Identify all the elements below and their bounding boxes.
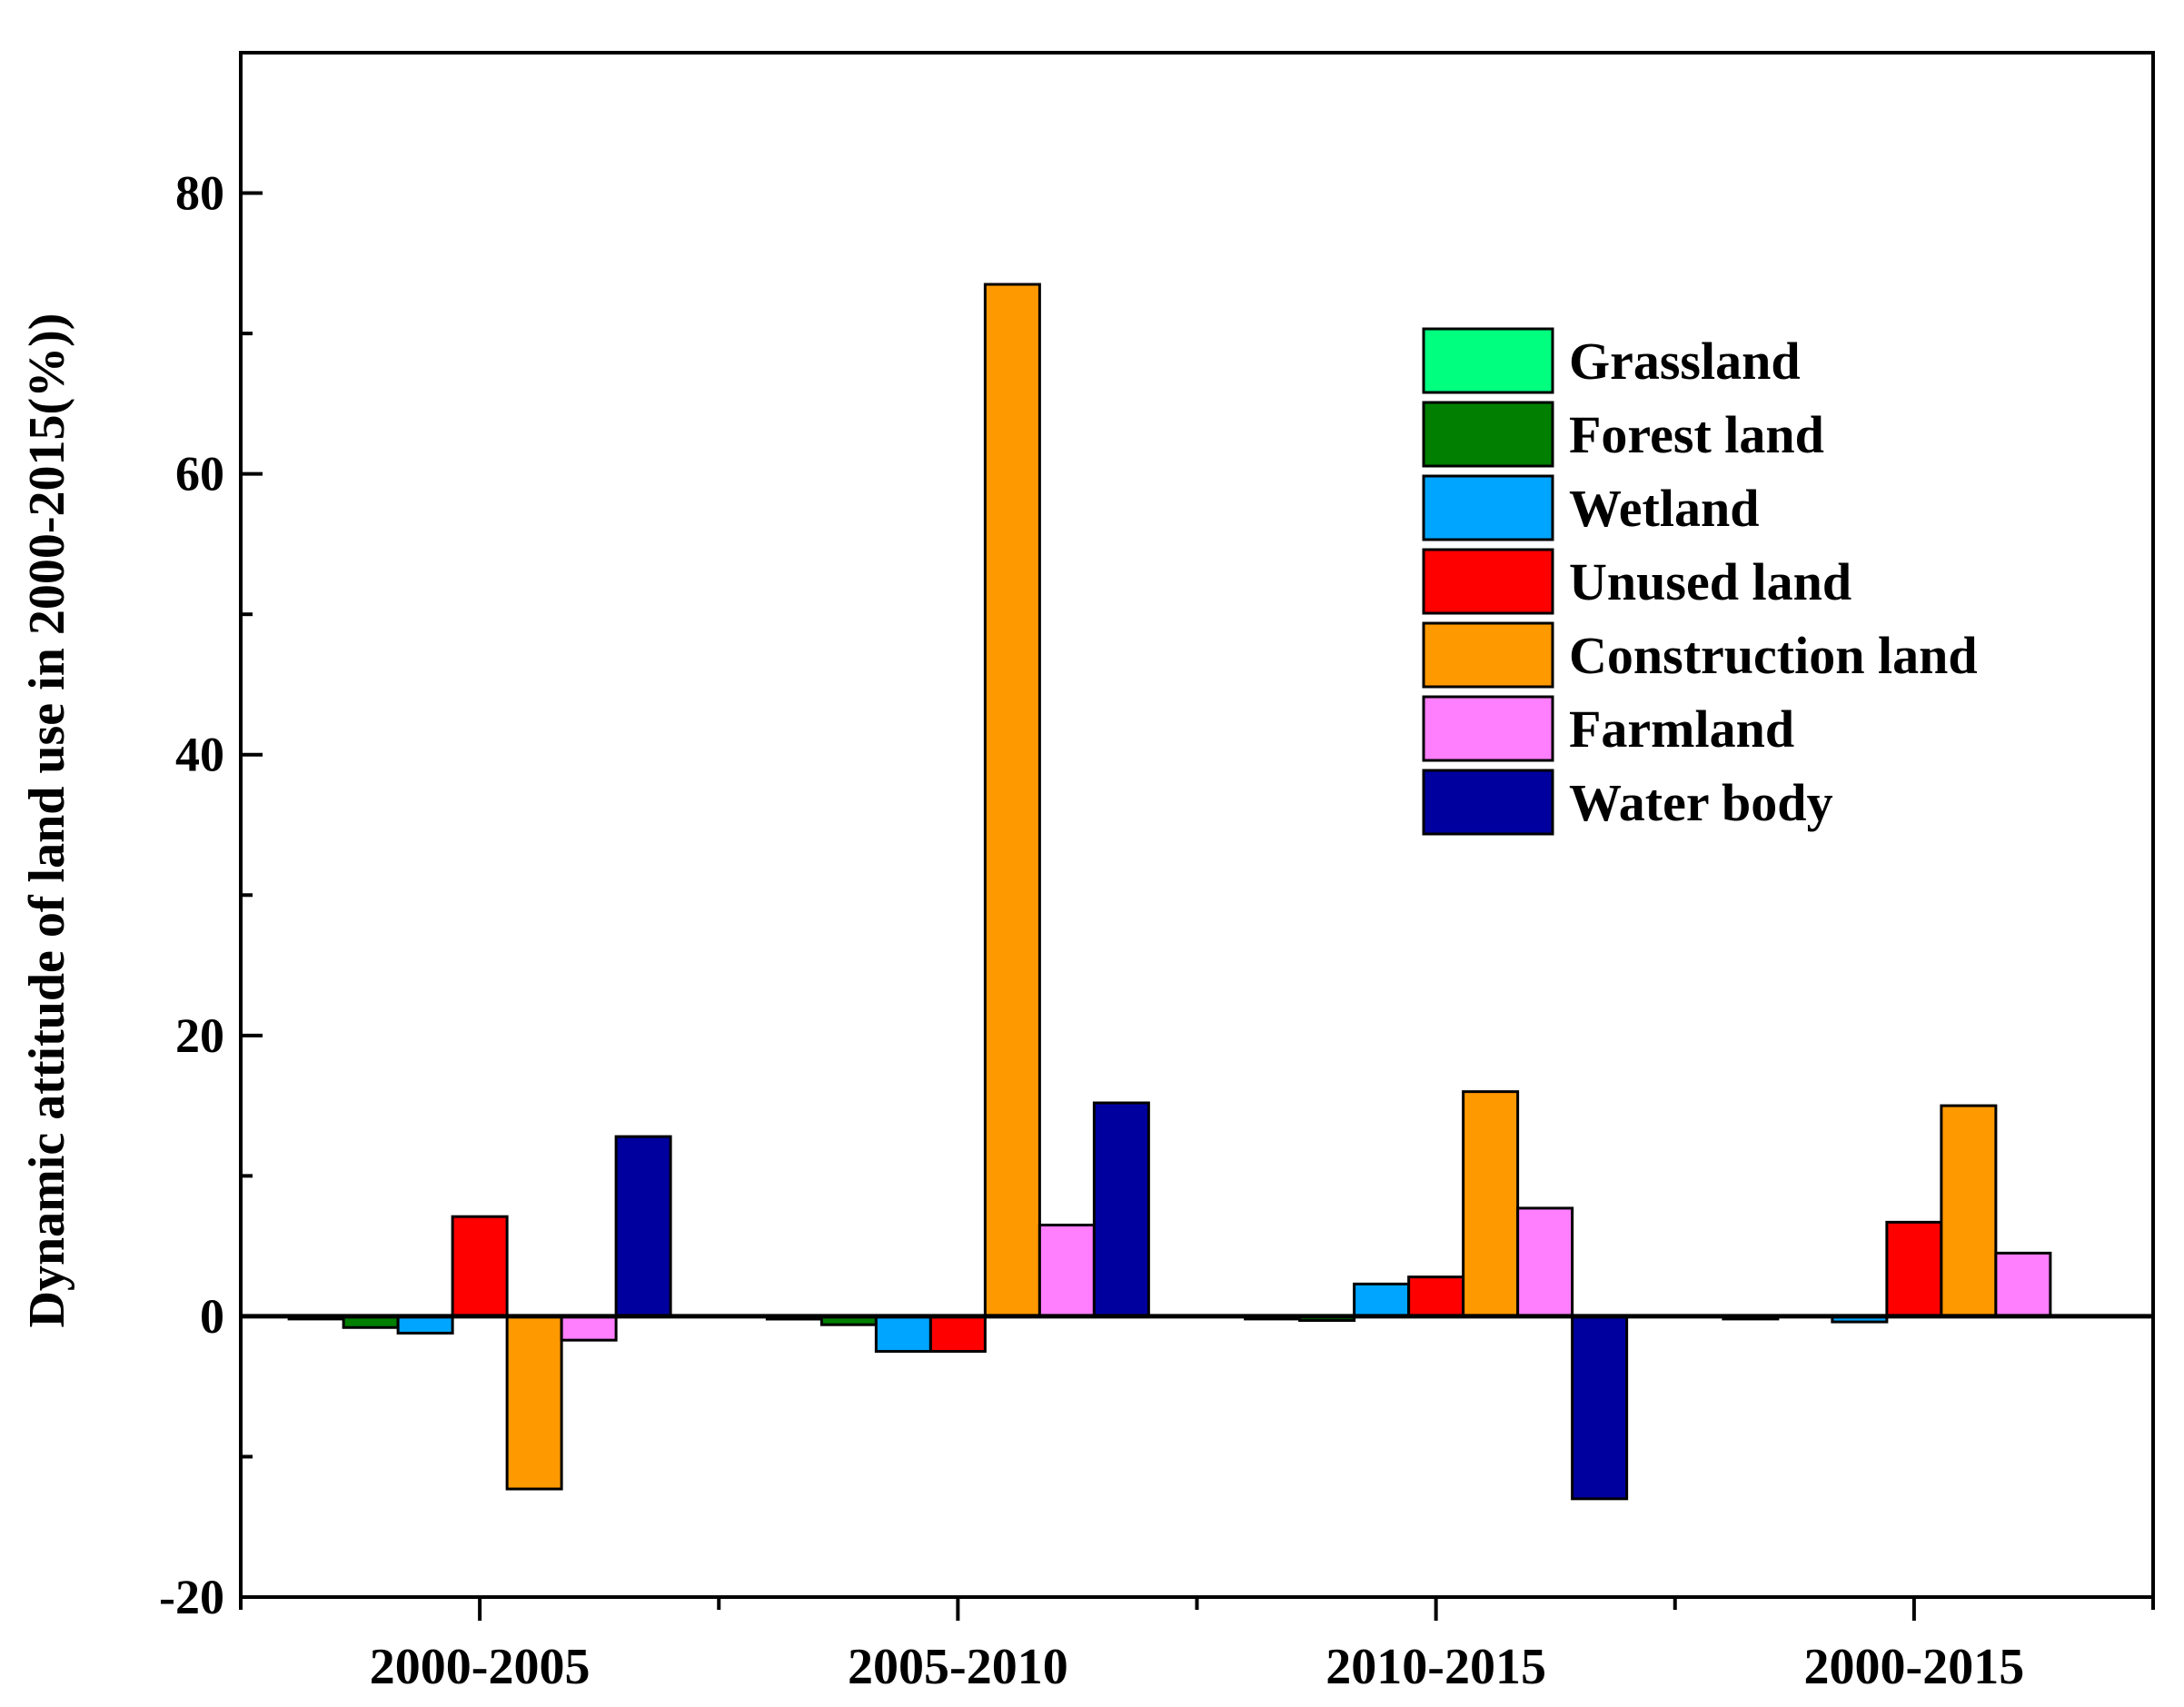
legend-label-wetland: Wetland xyxy=(1569,479,1760,538)
bar-construction-land-2000-2005 xyxy=(505,1315,563,1491)
legend-swatch-grassland xyxy=(1422,327,1554,394)
bar-unused-land-2000-2015 xyxy=(1885,1220,1943,1318)
x-tick-label: 2010-2015 xyxy=(1325,1639,1546,1695)
bars-layer xyxy=(287,283,2052,1501)
bar-wetland-2005-2010 xyxy=(874,1315,932,1354)
y-tick-label: 20 xyxy=(175,1008,224,1063)
legend-label-grassland: Grassland xyxy=(1569,332,1801,391)
legend-swatch-farmland xyxy=(1422,695,1554,762)
y-axis-title: Dynamic attitude of land use in 2000-201… xyxy=(19,313,75,1328)
bar-construction-land-2010-2015 xyxy=(1462,1090,1520,1318)
bar-water-body-2000-2005 xyxy=(614,1135,672,1318)
bar-water-body-2010-2015 xyxy=(1571,1315,1629,1501)
legend-label-construction-land: Construction land xyxy=(1569,626,1978,685)
legend-label-forest-land: Forest land xyxy=(1569,405,1824,464)
x-tick-label: 2000-2005 xyxy=(370,1639,591,1695)
bar-farmland-2010-2015 xyxy=(1516,1206,1574,1318)
y-tick-label: -20 xyxy=(159,1570,224,1624)
bar-wetland-2000-2005 xyxy=(396,1315,454,1335)
y-tick-label: 0 xyxy=(200,1289,224,1344)
bar-unused-land-2005-2010 xyxy=(928,1315,987,1354)
y-tick-label: 40 xyxy=(175,728,224,782)
bar-unused-land-2000-2005 xyxy=(451,1215,509,1318)
y-tick-label: 80 xyxy=(175,166,224,221)
bar-farmland-2005-2010 xyxy=(1037,1223,1096,1318)
y-tick-label: 60 xyxy=(175,447,224,501)
bar-wetland-2010-2015 xyxy=(1353,1282,1411,1318)
bar-construction-land-2005-2010 xyxy=(983,283,1041,1318)
x-tick-label: 2000-2015 xyxy=(1804,1639,2025,1695)
legend-label-water-body: Water body xyxy=(1569,773,1833,832)
x-axis: 2000-2005 2005-2010 2010-2015 2000-2015 xyxy=(239,1597,2155,1695)
legend-swatch-forest-land xyxy=(1422,401,1554,468)
legend-swatch-construction-land xyxy=(1422,621,1554,689)
legend-swatch-water-body xyxy=(1422,769,1554,836)
bar-farmland-2000-2015 xyxy=(1994,1251,2052,1318)
bar-construction-land-2000-2015 xyxy=(1940,1104,1998,1318)
legend: Grassland Forest land Wetland Unused land Co… xyxy=(1422,327,1978,836)
bar-water-body-2005-2010 xyxy=(1092,1101,1150,1318)
bar-unused-land-2010-2015 xyxy=(1407,1275,1465,1318)
legend-label-unused-land: Unused land xyxy=(1569,552,1851,611)
x-tick-label: 2005-2010 xyxy=(848,1639,1068,1695)
legend-swatch-wetland xyxy=(1422,474,1554,541)
y-axis: -20 0 20 40 60 80 xyxy=(159,166,263,1624)
legend-label-farmland: Farmland xyxy=(1569,700,1794,759)
legend-swatch-unused-land xyxy=(1422,548,1554,615)
bar-farmland-2000-2005 xyxy=(560,1315,618,1342)
